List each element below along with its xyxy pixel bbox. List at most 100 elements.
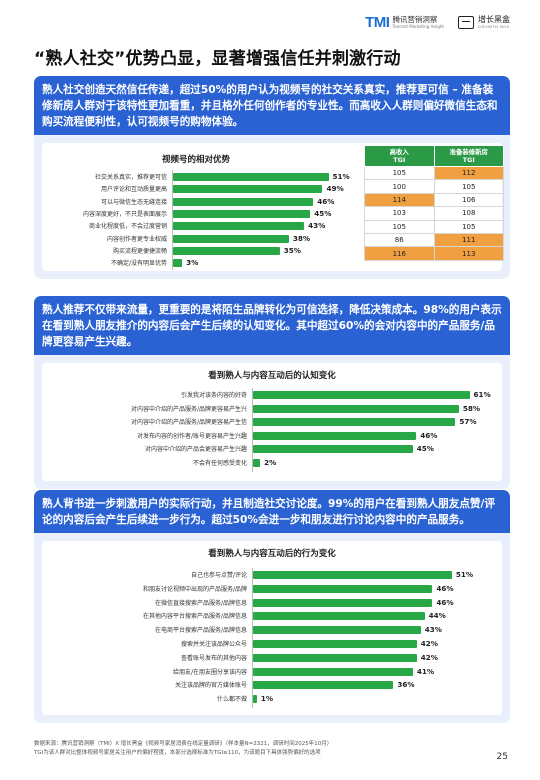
tgi-cell-high-income: 116 [364, 246, 435, 261]
tgi-cell-high-income: 103 [364, 206, 435, 221]
bar [173, 209, 311, 218]
bar-value-label: 3% [186, 258, 199, 268]
bar-label: 搜索并关注该品牌公众号 [180, 641, 247, 648]
tgi-row: 114 106 [364, 192, 504, 208]
page-title: “熟人社交”优势凸显，显著增强信任并刺激行动 [34, 49, 401, 69]
tgi-cell-renovation: 113 [433, 246, 504, 261]
bar-value-label: 36% [397, 680, 415, 690]
bar [253, 653, 417, 662]
bar [253, 404, 459, 413]
growthbox-box-icon [458, 16, 474, 29]
bar-label: 对内容中介绍的产品会更容易产生兴趣 [144, 446, 247, 454]
bar-label: 用户评论和互动质量更高 [100, 186, 167, 194]
chart-axis [172, 170, 173, 271]
bar [253, 584, 433, 593]
header-logos: TMI 腾讯营销洞察 Tencent Marketing Insight 增长黑… [365, 14, 510, 31]
bar [173, 173, 329, 181]
footer-source: 数据来源：腾讯营销洞察（TMI）X 增长黑盒《视频号家居消费在线定量调研》（样本… [34, 741, 333, 747]
bar [253, 459, 261, 467]
chart-3-title: 看到熟人与内容互动后的行为变化 [208, 549, 336, 559]
section-1-text: 熟人社交创造天然信任传递，超过50%的用户认为视频号的社交关系真实，推荐更可信 … [34, 76, 510, 135]
tgi-row: 116 113 [364, 246, 504, 261]
bar-label: 可以与微信生态无缝连接 [100, 198, 167, 206]
bar-label: 不确定/没有明显优势 [110, 260, 167, 268]
bar-value-label: 43% [424, 625, 442, 635]
tgi-row: 105 105 [364, 219, 504, 234]
page-number: 25 [496, 752, 508, 762]
tgi-cell-high-income: 114 [364, 192, 435, 208]
growthbox-name: 增长黑盒 [478, 15, 510, 25]
bar [253, 612, 425, 621]
footer-tgi-note: TGI为该人群对比整体视频号家居关注用户的偏好程度，本部分选择标准为TGI≥11… [34, 750, 321, 756]
cognition-panel: 看到熟人与内容互动后的认知变化 引发我对该条内容的好奇 61% 对内容中介绍的产品服… [42, 363, 502, 481]
tmi-name: 腾讯营销洞察 [392, 15, 438, 25]
tmi-english-name: Tencent Marketing Insight [392, 23, 444, 29]
chart-axis [252, 388, 253, 472]
bar-value-label: 43% [308, 221, 326, 231]
section-cognition-change: 熟人推荐不仅带来流量，更重要的是将陌生品牌转化为可信选择，降低决策成本。98%的… [34, 296, 510, 489]
bar-label: 社交关系真实，推荐更可信 [94, 174, 167, 181]
bar-value-label: 46% [317, 196, 335, 206]
bar [253, 695, 257, 704]
bar-value-label: 51% [332, 172, 350, 181]
bar-label: 和朋友讨论视频中出现的产品服务/品牌 [142, 585, 247, 593]
bar-label: 什么都不做 [216, 696, 247, 704]
tgi-cell-high-income: 100 [364, 179, 435, 194]
bar [173, 222, 305, 231]
bar-value-label: 41% [416, 666, 435, 676]
bar-value-label: 1% [260, 694, 274, 704]
bar-label: 对发布内容的创作者/账号更容易产生兴趣 [136, 432, 247, 440]
bar-value-label: 42% [420, 652, 439, 662]
growthbox-english-name: GROWTH BOX [478, 24, 510, 30]
bar-value-label: 61% [473, 390, 491, 399]
bar [253, 431, 417, 440]
bar-label: 关注该品牌的官方媒体账号 [174, 682, 247, 690]
bar-value-label: 57% [459, 417, 477, 427]
bar [253, 445, 413, 454]
bar-label: 不会有任何感受变化 [192, 460, 247, 467]
footer-notes: 数据来源：腾讯营销洞察（TMI）X 增长黑盒《视频号家居消费在线定量调研》（样本… [34, 740, 332, 758]
bar-value-label: 49% [326, 184, 344, 194]
tgi-row: 100 105 [364, 179, 504, 194]
bar [253, 640, 417, 648]
bar [173, 185, 323, 194]
bar-label: 商业化程度低，不会过度营销 [88, 223, 167, 231]
tgi-cell-renovation: 105 [433, 179, 504, 194]
tgi-cell-renovation: 106 [433, 192, 504, 208]
bar-label: 对内容中介绍的产品服务/品牌更容易产生兴 [130, 405, 247, 413]
bar-label: 内容深度更好，不只是表面展示 [82, 210, 167, 218]
bar-value-label: 46% [420, 430, 438, 440]
tgi-cell-renovation: 105 [433, 219, 504, 234]
tgi-cell-renovation: 108 [433, 206, 504, 221]
tgi-header-high-income: 高收入 TGI [364, 145, 435, 167]
bar [173, 246, 280, 255]
tgi-table-body: 105 112 100 105 114 106 103 108 105 105 86 111 116 11… [364, 165, 504, 261]
behavior-panel: 看到熟人与内容互动后的行为变化 自己也参与点赞/评论 51% 和朋友讨论视频中出现的… [42, 541, 502, 715]
bar [173, 197, 314, 206]
bar-label: 给朋友/在朋友圈分享该内容 [172, 668, 247, 676]
bar [253, 391, 470, 399]
bar [253, 418, 456, 427]
tgi-row: 86 111 [364, 232, 504, 248]
bar-value-label: 45% [416, 444, 434, 454]
bar-value-label: 46% [436, 583, 454, 593]
bar-label: 在微信直接搜索产品服务/品牌信息 [154, 599, 247, 607]
bar-value-label: 38% [292, 233, 311, 243]
section-social-trust: 熟人社交创造天然信任传递，超过50%的用户认为视频号的社交关系真实，推荐更可信 … [34, 76, 510, 279]
bar-value-label: 35% [283, 245, 301, 255]
bar [173, 234, 289, 243]
chart-1-title: 视频号的相对优势 [162, 155, 231, 165]
section-3-text: 熟人背书进一步刺激用户的实际行动，并且制造社交讨论度。99%的用户在看到熟人朋友… [34, 490, 510, 533]
bar-value-label: 58% [462, 403, 481, 413]
bar-label: 对内容中介绍的产品服务/品牌更容易产生信 [130, 419, 247, 427]
bar-label: 购买流程更便捷流畅 [112, 247, 167, 255]
tgi-row: 103 108 [364, 206, 504, 221]
tgi-cell-renovation: 111 [433, 232, 504, 248]
bar-value-label: 44% [428, 611, 446, 621]
tgi-cell-high-income: 86 [364, 232, 435, 248]
bar [253, 681, 394, 690]
growthbox-logo: 增长黑盒 GROWTH BOX [458, 16, 510, 29]
bar-label: 查看账号发布的其他内容 [180, 654, 247, 662]
bar-label: 引发我对该条内容的好奇 [180, 392, 247, 399]
tgi-row: 105 112 [364, 165, 504, 181]
